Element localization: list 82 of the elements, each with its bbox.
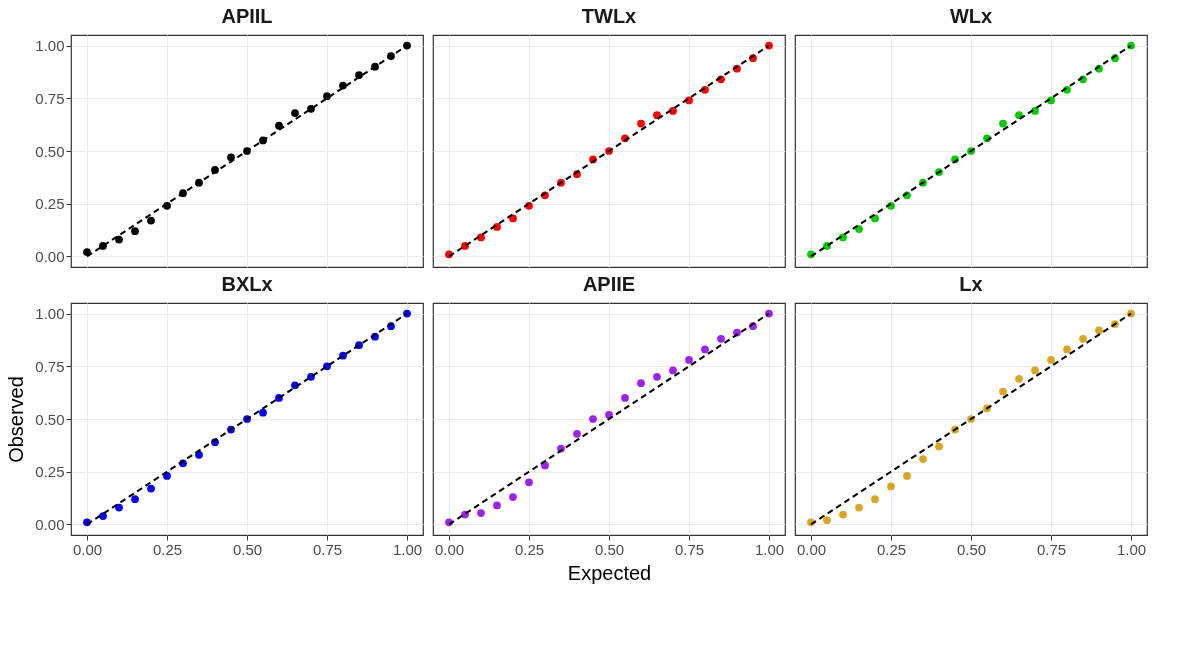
point bbox=[887, 482, 895, 491]
point bbox=[855, 503, 863, 512]
point bbox=[355, 71, 363, 79]
x-tick-label: 0.25 bbox=[876, 540, 907, 558]
chart-title: APIIE bbox=[582, 273, 636, 295]
point bbox=[621, 394, 629, 402]
x-tick-label: 0.25 bbox=[514, 540, 545, 558]
point bbox=[323, 92, 331, 101]
point bbox=[195, 450, 203, 459]
point bbox=[525, 478, 533, 487]
chart-title: APIIL bbox=[221, 5, 273, 27]
point bbox=[131, 495, 139, 504]
point bbox=[701, 345, 709, 354]
point bbox=[339, 81, 347, 90]
point bbox=[653, 111, 661, 120]
x-tick-label: 0.00 bbox=[796, 540, 827, 558]
point bbox=[509, 493, 517, 501]
x-tick-label: 0.75 bbox=[674, 540, 705, 558]
x-tick-label: 0.75 bbox=[312, 540, 343, 558]
y-axis-title: Observed bbox=[5, 376, 28, 463]
point bbox=[685, 356, 693, 364]
point bbox=[589, 415, 597, 423]
point bbox=[999, 119, 1007, 128]
y-tick-label: 0.00 bbox=[35, 515, 65, 533]
y-tick-label: 0.50 bbox=[35, 142, 65, 160]
chart-title: WLx bbox=[949, 5, 993, 27]
chart-title: TWLx bbox=[581, 5, 637, 27]
point bbox=[99, 242, 107, 250]
point bbox=[871, 214, 879, 223]
point bbox=[509, 214, 517, 223]
y-tick-label: 0.50 bbox=[35, 410, 65, 428]
point bbox=[1015, 375, 1023, 383]
point bbox=[823, 516, 831, 525]
point bbox=[1015, 111, 1023, 120]
y-tick-label: 0.25 bbox=[35, 195, 65, 213]
point bbox=[1079, 334, 1087, 343]
point bbox=[573, 429, 581, 438]
x-tick-label: 1.00 bbox=[1116, 540, 1147, 558]
y-tick-label: 0.00 bbox=[35, 247, 65, 265]
point bbox=[637, 119, 645, 128]
x-tick-label: 0.50 bbox=[956, 540, 987, 558]
point bbox=[115, 503, 123, 512]
point bbox=[259, 408, 267, 417]
x-axis-title: Expected bbox=[567, 561, 652, 584]
x-tick-label: 1.00 bbox=[392, 540, 423, 558]
point bbox=[637, 379, 645, 388]
y-tick-label: 1.00 bbox=[35, 305, 65, 323]
point bbox=[839, 510, 847, 519]
x-tick-label: 0.50 bbox=[232, 540, 263, 558]
x-tick-label: 0.00 bbox=[72, 540, 103, 558]
point bbox=[131, 227, 139, 236]
chart-title: BXLx bbox=[221, 273, 273, 295]
point bbox=[147, 216, 155, 225]
point bbox=[903, 472, 911, 480]
point bbox=[115, 235, 123, 244]
y-tick-label: 0.25 bbox=[35, 463, 65, 481]
point bbox=[1063, 345, 1071, 354]
point bbox=[669, 366, 677, 375]
y-tick-label: 0.75 bbox=[35, 357, 65, 375]
y-tick-label: 0.75 bbox=[35, 89, 65, 107]
point bbox=[477, 509, 485, 517]
x-tick-label: 0.75 bbox=[1036, 540, 1067, 558]
x-tick-label: 0.00 bbox=[434, 540, 465, 558]
point bbox=[1047, 356, 1055, 364]
point bbox=[493, 501, 501, 510]
point bbox=[919, 455, 927, 463]
point bbox=[291, 109, 299, 117]
point bbox=[717, 334, 725, 343]
point bbox=[147, 484, 155, 493]
point bbox=[227, 153, 235, 162]
x-tick-label: 0.25 bbox=[152, 540, 183, 558]
y-tick-label: 1.00 bbox=[35, 37, 65, 55]
point bbox=[653, 372, 661, 381]
point bbox=[83, 248, 91, 257]
point bbox=[1031, 366, 1039, 375]
point bbox=[871, 495, 879, 504]
point bbox=[935, 442, 943, 451]
point bbox=[999, 387, 1007, 396]
x-tick-label: 1.00 bbox=[754, 540, 785, 558]
point bbox=[1095, 326, 1103, 335]
chart-title: Lx bbox=[959, 273, 983, 295]
x-tick-label: 0.50 bbox=[594, 540, 625, 558]
